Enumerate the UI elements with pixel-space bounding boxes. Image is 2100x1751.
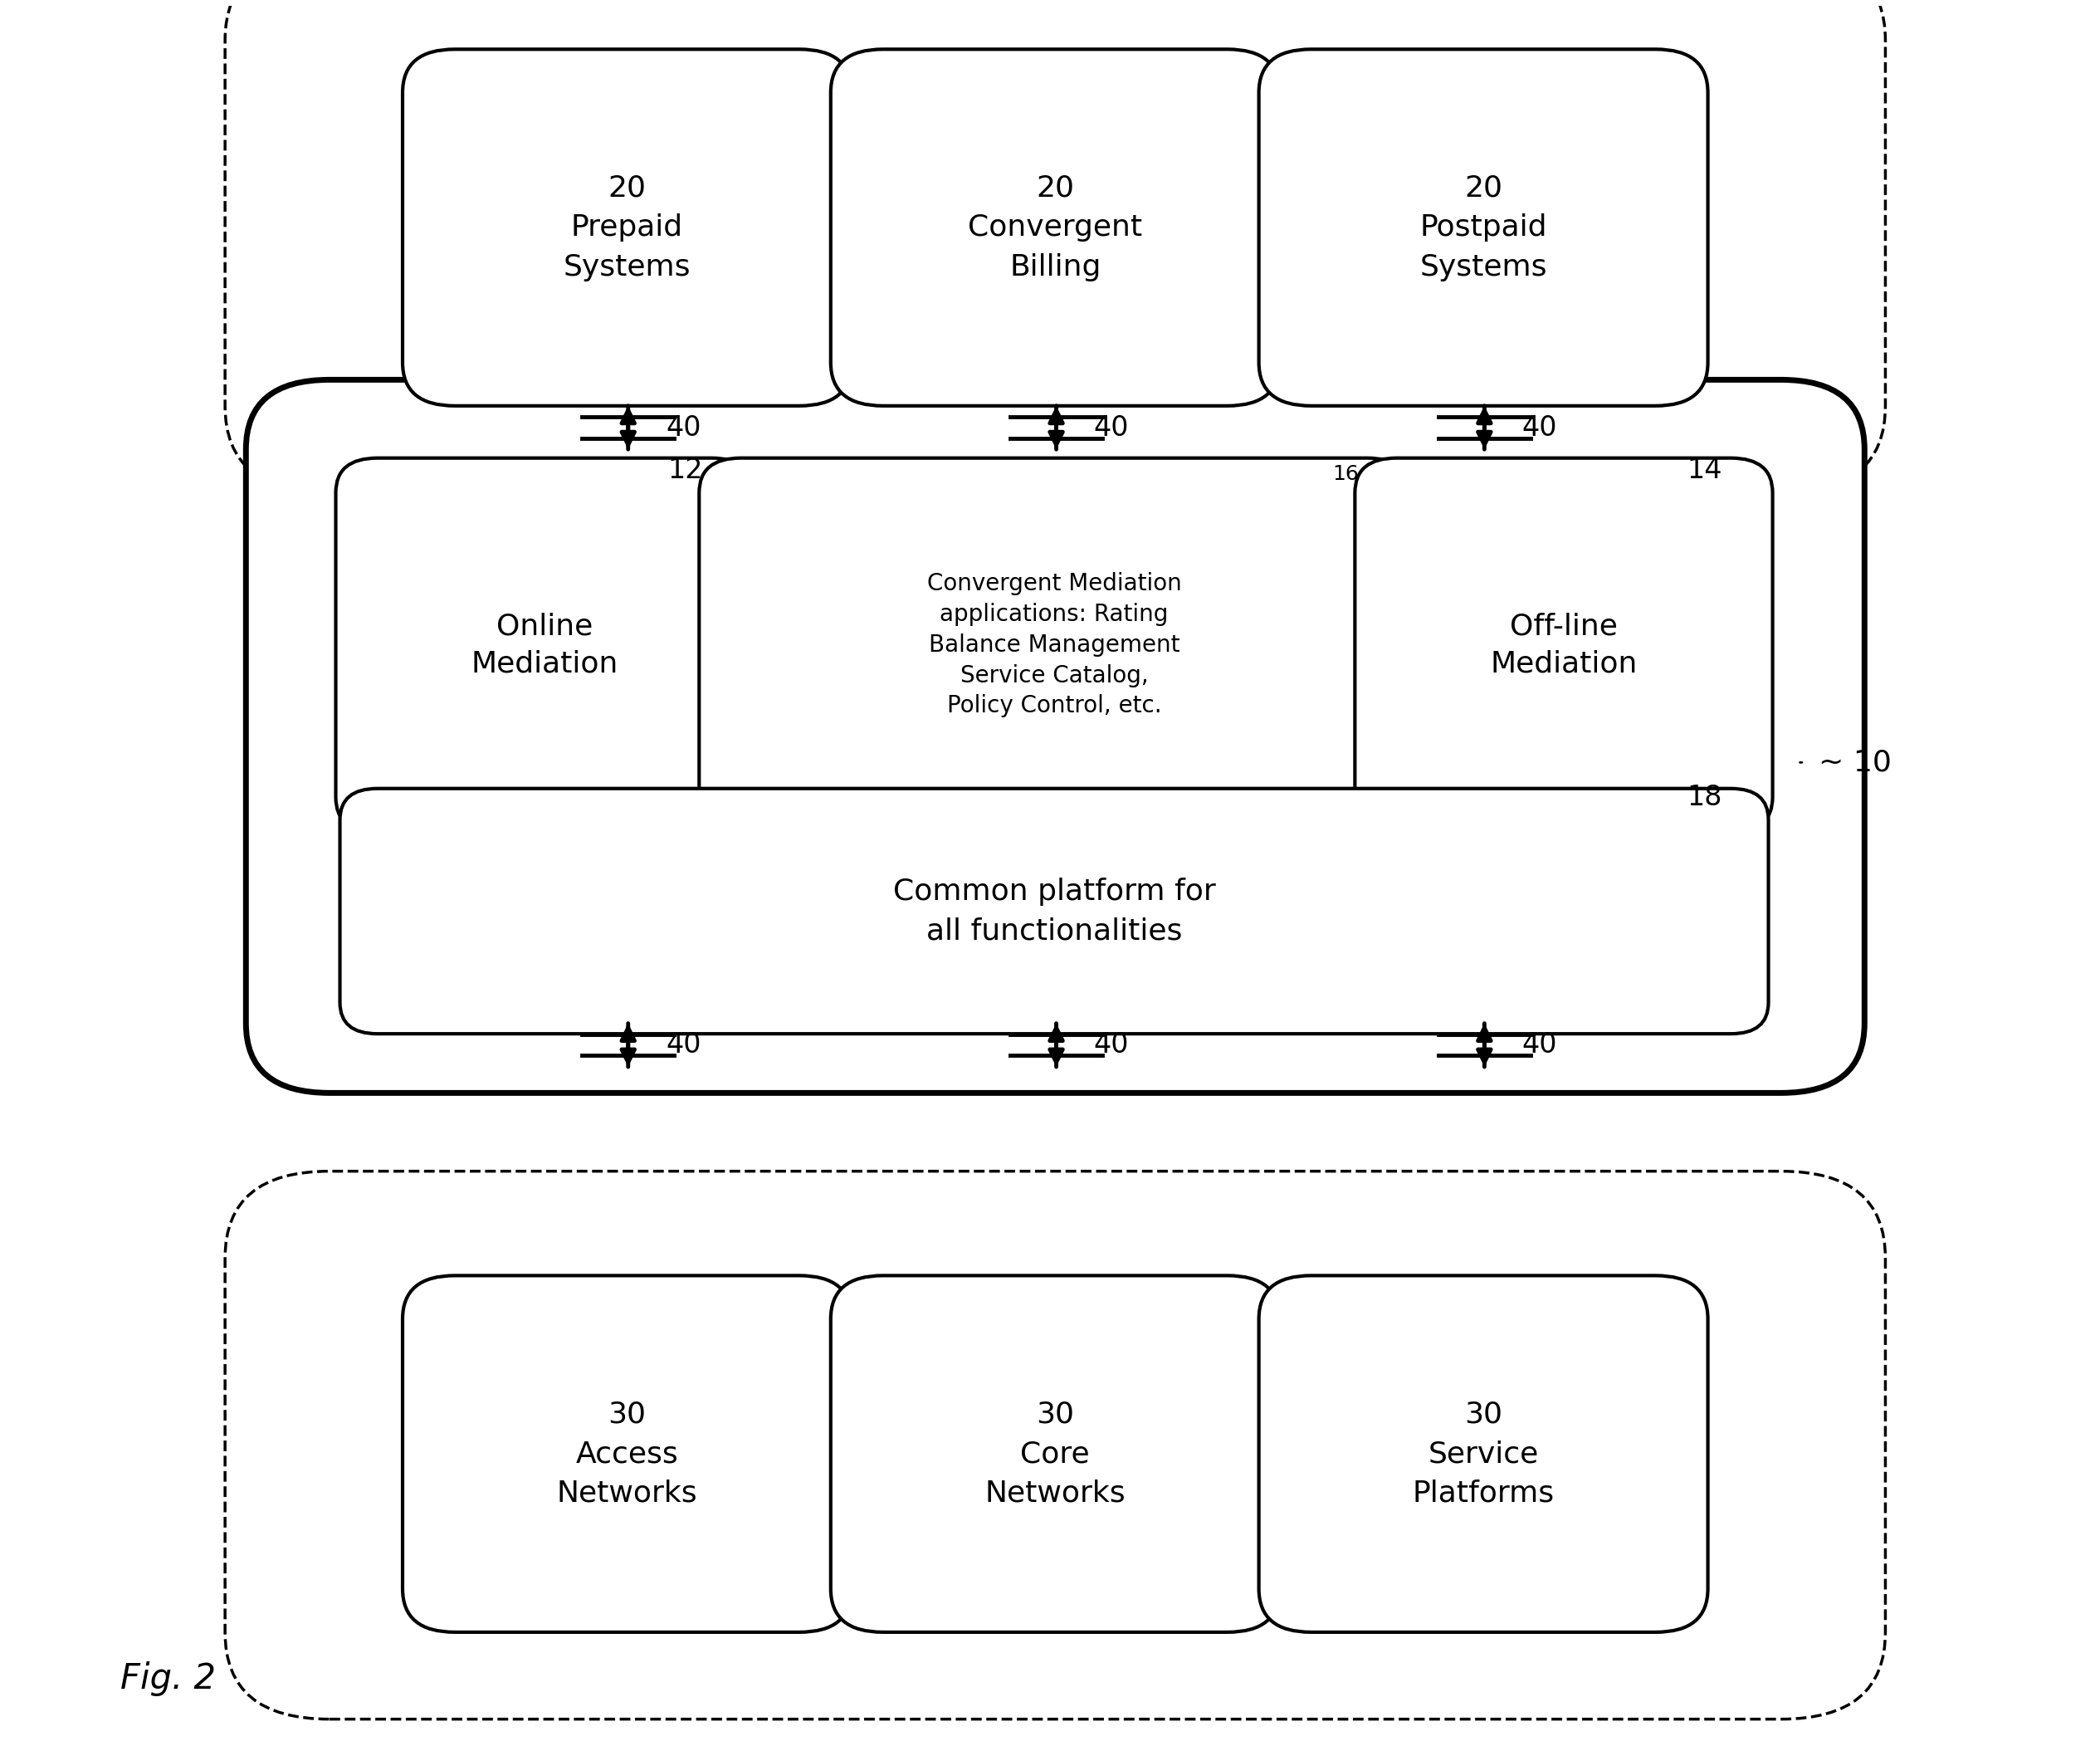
Text: 40: 40 [1522,413,1558,441]
Text: 20
Postpaid
Systems: 20 Postpaid Systems [1420,173,1548,282]
Text: Convergent Mediation
applications: Rating
Balance Management
Service Catalog,
Po: Convergent Mediation applications: Ratin… [926,573,1182,718]
Text: 20
Convergent
Billing: 20 Convergent Billing [968,173,1142,282]
FancyBboxPatch shape [832,49,1279,406]
FancyBboxPatch shape [336,459,754,832]
Text: 18: 18 [1686,784,1722,811]
FancyBboxPatch shape [340,788,1768,1033]
FancyBboxPatch shape [832,1275,1279,1632]
FancyBboxPatch shape [699,459,1409,832]
Text: 40: 40 [1094,1031,1130,1059]
FancyBboxPatch shape [225,1171,1886,1719]
Text: Common platform for
all functionalities: Common platform for all functionalities [892,877,1216,946]
FancyBboxPatch shape [403,49,853,406]
Text: 30
Access
Networks: 30 Access Networks [556,1401,697,1508]
Text: 20
Prepaid
Systems: 20 Prepaid Systems [563,173,691,282]
Text: 16: 16 [1334,464,1359,483]
Text: Off-line
Mediation: Off-line Mediation [1491,613,1638,678]
Text: 12: 12 [668,457,704,483]
Text: Online
Mediation: Online Mediation [470,613,617,678]
Text: 14: 14 [1686,457,1722,483]
FancyBboxPatch shape [225,0,1886,492]
Text: 40: 40 [1094,413,1130,441]
FancyBboxPatch shape [1258,1275,1707,1632]
FancyBboxPatch shape [1354,459,1772,832]
Text: 40: 40 [666,1031,701,1059]
FancyBboxPatch shape [246,380,1865,1093]
Text: 40: 40 [666,413,701,441]
Text: 30
Service
Platforms: 30 Service Platforms [1413,1401,1554,1508]
Text: ~ 10: ~ 10 [1819,748,1892,776]
Text: Fig. 2: Fig. 2 [120,1662,216,1697]
FancyBboxPatch shape [1258,49,1707,406]
Text: 30
Core
Networks: 30 Core Networks [985,1401,1126,1508]
FancyBboxPatch shape [403,1275,853,1632]
Text: 40: 40 [1522,1031,1558,1059]
